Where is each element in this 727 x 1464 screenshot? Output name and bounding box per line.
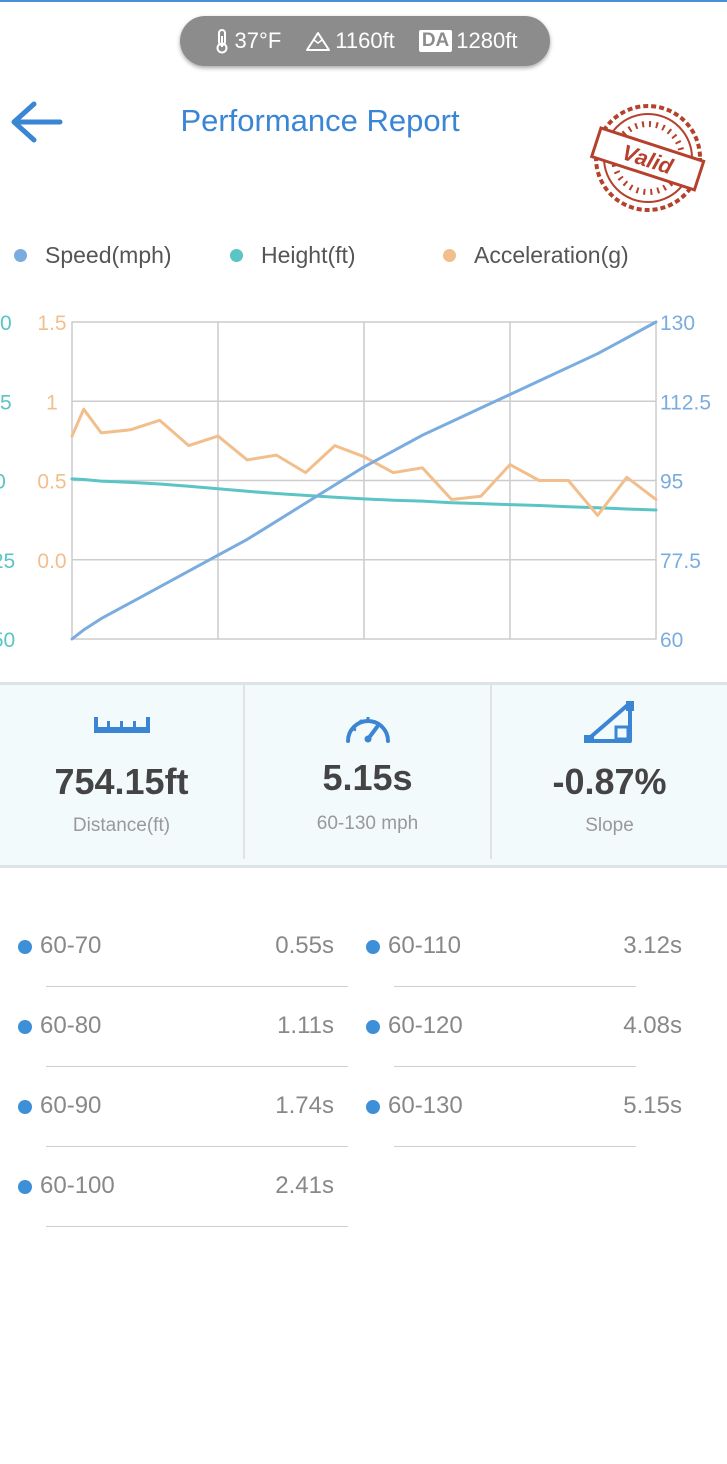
split-dot	[18, 1020, 32, 1034]
height-tick-label: 0	[0, 471, 6, 494]
time-value: 5.15s	[322, 757, 413, 798]
legend-dot-height	[230, 249, 243, 262]
time-label: 60-130 mph	[316, 813, 419, 834]
da-badge: DA	[418, 30, 453, 52]
speed-tick-label: 112.5	[660, 391, 711, 414]
chart-grid	[71, 321, 657, 640]
split-range: 60-90	[40, 1092, 102, 1119]
speed-tick-label: 95	[660, 471, 683, 494]
speed-tick-label: 77.5	[660, 550, 701, 573]
split-divider	[394, 1066, 636, 1067]
acceleration-tick-label: 0.0	[37, 550, 66, 573]
legend-label-acceleration: Acceleration(g)	[474, 242, 629, 268]
speed-tick-label: 60	[660, 629, 683, 650]
legend-item-speed: Speed(mph)	[14, 242, 172, 269]
slope-label: Slope	[585, 815, 634, 836]
stats-panel: 754.15ft Distance(ft) 5.15s 60-130 mph	[0, 682, 727, 868]
distance-value: 754.15ft	[54, 761, 189, 802]
valid-stamp: Valid	[589, 104, 706, 212]
split-time: 5.15s	[623, 1092, 682, 1119]
chart-legend: Speed(mph) Height(ft) Acceleration(g)	[0, 242, 727, 272]
split-item: 60-70 0.55s	[18, 917, 348, 997]
split-time: 2.41s	[275, 1172, 334, 1199]
series-line-acceleration	[70, 407, 658, 517]
performance-chart: 50 25 0 -25 -50 1.5 1 0.5 0.0 130 112.5 95 77.5 60	[0, 312, 711, 650]
stat-time: 5.15s 60-130 mph	[245, 685, 490, 859]
density-altitude-item: DA 1280ft	[418, 28, 518, 54]
speed-axis-ticks: 130 112.5 95 77.5 60	[660, 312, 711, 650]
legend-label-height: Height(ft)	[261, 242, 356, 268]
series-line-speed	[70, 320, 658, 641]
page-title: Performance Report	[180, 103, 460, 138]
split-divider	[394, 1146, 636, 1147]
ruler-icon	[93, 717, 150, 733]
split-dot	[18, 1100, 32, 1114]
split-divider	[46, 1146, 348, 1147]
slope-icon	[583, 701, 634, 743]
height-tick-label: 25	[0, 391, 12, 414]
legend-label-speed: Speed(mph)	[45, 242, 172, 268]
split-time: 4.08s	[623, 1012, 682, 1039]
acceleration-tick-label: 1	[46, 391, 58, 414]
mountain-icon	[306, 32, 331, 51]
split-range: 60-70	[40, 932, 102, 959]
split-divider	[394, 986, 636, 987]
height-tick-label: 50	[0, 312, 12, 335]
stats-divider	[243, 685, 245, 859]
acceleration-tick-label: 1.5	[37, 312, 66, 335]
split-divider	[46, 1066, 348, 1067]
altitude-value: 1160ft	[335, 28, 395, 53]
height-tick-label: -25	[0, 550, 15, 573]
temperature-value: 37°F	[234, 28, 282, 53]
split-time: 0.55s	[275, 932, 334, 959]
split-item: 60-90 1.74s	[18, 1077, 348, 1157]
split-range: 60-120	[388, 1012, 463, 1039]
series-line-height	[70, 477, 658, 512]
split-dot	[18, 940, 32, 954]
split-item: 60-120 4.08s	[366, 997, 682, 1077]
legend-item-height: Height(ft)	[230, 242, 356, 269]
height-axis-ticks: 50 25 0 -25 -50	[0, 312, 15, 650]
slope-value: -0.87%	[552, 761, 667, 802]
split-dot	[366, 940, 380, 954]
split-range: 60-130	[388, 1092, 463, 1119]
split-dot	[366, 1020, 380, 1034]
split-item: 60-80 1.11s	[18, 997, 348, 1077]
split-divider	[46, 986, 348, 987]
altitude-item: 1160ft	[305, 28, 395, 54]
thermometer-icon	[216, 29, 228, 54]
split-range: 60-80	[40, 1012, 102, 1039]
back-button[interactable]	[10, 100, 64, 144]
speedometer-icon	[345, 717, 390, 743]
legend-dot-speed	[14, 249, 27, 262]
top-accent-line	[0, 0, 727, 2]
acceleration-tick-label: 0.5	[37, 471, 66, 494]
stat-distance: 754.15ft Distance(ft)	[0, 685, 243, 859]
split-dot	[18, 1180, 32, 1194]
split-item: 60-130 5.15s	[366, 1077, 682, 1157]
split-divider	[46, 1226, 348, 1227]
legend-dot-acceleration	[443, 249, 456, 262]
split-range: 60-100	[40, 1172, 115, 1199]
height-tick-label: -50	[0, 629, 15, 650]
speed-tick-label: 130	[660, 312, 695, 335]
split-dot	[366, 1100, 380, 1114]
split-item: 60-110 3.12s	[366, 917, 682, 997]
split-item: 60-100 2.41s	[18, 1157, 348, 1237]
chart-series	[70, 320, 658, 641]
back-arrow-icon	[11, 101, 63, 143]
density-altitude-value: 1280ft	[456, 28, 518, 53]
split-time: 3.12s	[623, 932, 682, 959]
conditions-pill: 37°F 1160ft DA 1280ft	[180, 16, 550, 66]
stat-slope: -0.87% Slope	[492, 685, 727, 859]
legend-item-acceleration: Acceleration(g)	[443, 242, 629, 269]
split-time: 1.11s	[277, 1012, 334, 1039]
split-range: 60-110	[388, 932, 461, 959]
distance-label: Distance(ft)	[72, 815, 171, 836]
acceleration-axis-ticks: 1.5 1 0.5 0.0	[37, 312, 66, 573]
temperature-item: 37°F	[213, 28, 282, 54]
split-time: 1.74s	[275, 1092, 334, 1119]
stats-divider	[490, 685, 492, 859]
